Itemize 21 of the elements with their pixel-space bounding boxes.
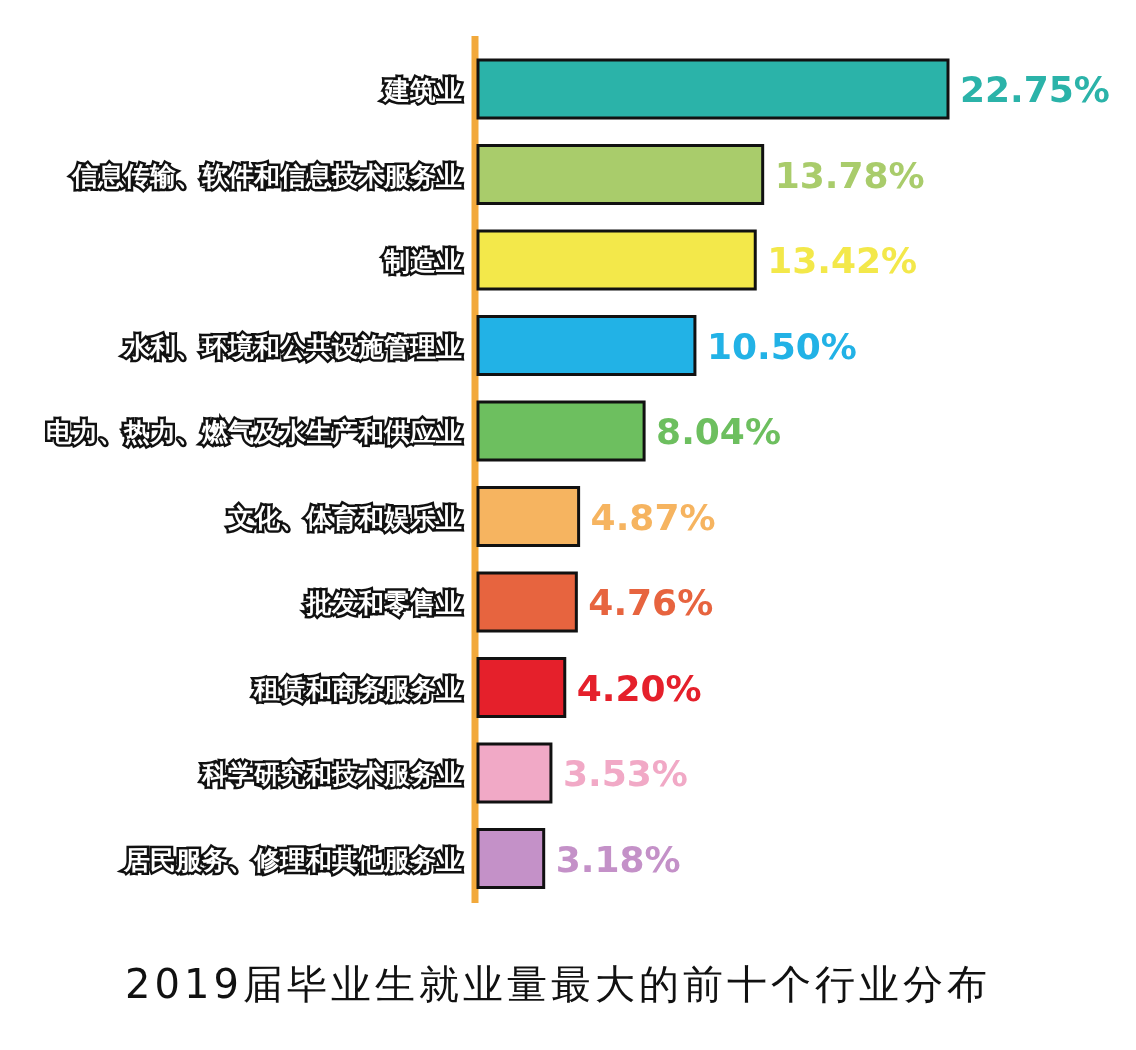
bar bbox=[476, 400, 646, 462]
bar bbox=[476, 229, 757, 291]
bar bbox=[476, 657, 567, 718]
data-label: 4.20% bbox=[576, 667, 702, 709]
data-label: 8.04% bbox=[656, 411, 782, 452]
bar bbox=[476, 571, 578, 633]
data-label: 13.42% bbox=[767, 240, 918, 281]
data-label: 22.75% bbox=[960, 69, 1110, 110]
bar bbox=[476, 486, 581, 547]
data-label: 4.87% bbox=[590, 496, 716, 538]
data-label: 10.50% bbox=[706, 325, 857, 367]
bar bbox=[476, 742, 553, 804]
bar bbox=[476, 315, 697, 376]
data-label: 3.18% bbox=[555, 838, 681, 880]
bar bbox=[476, 58, 950, 120]
data-label: 13.78% bbox=[774, 154, 925, 196]
data-label: 4.76% bbox=[588, 582, 714, 623]
text: 2019届毕业生就业量最大的前十个行业分布 bbox=[125, 961, 991, 1007]
data-label: 3.53% bbox=[562, 753, 688, 794]
bar bbox=[476, 828, 546, 889]
bar bbox=[476, 144, 765, 205]
